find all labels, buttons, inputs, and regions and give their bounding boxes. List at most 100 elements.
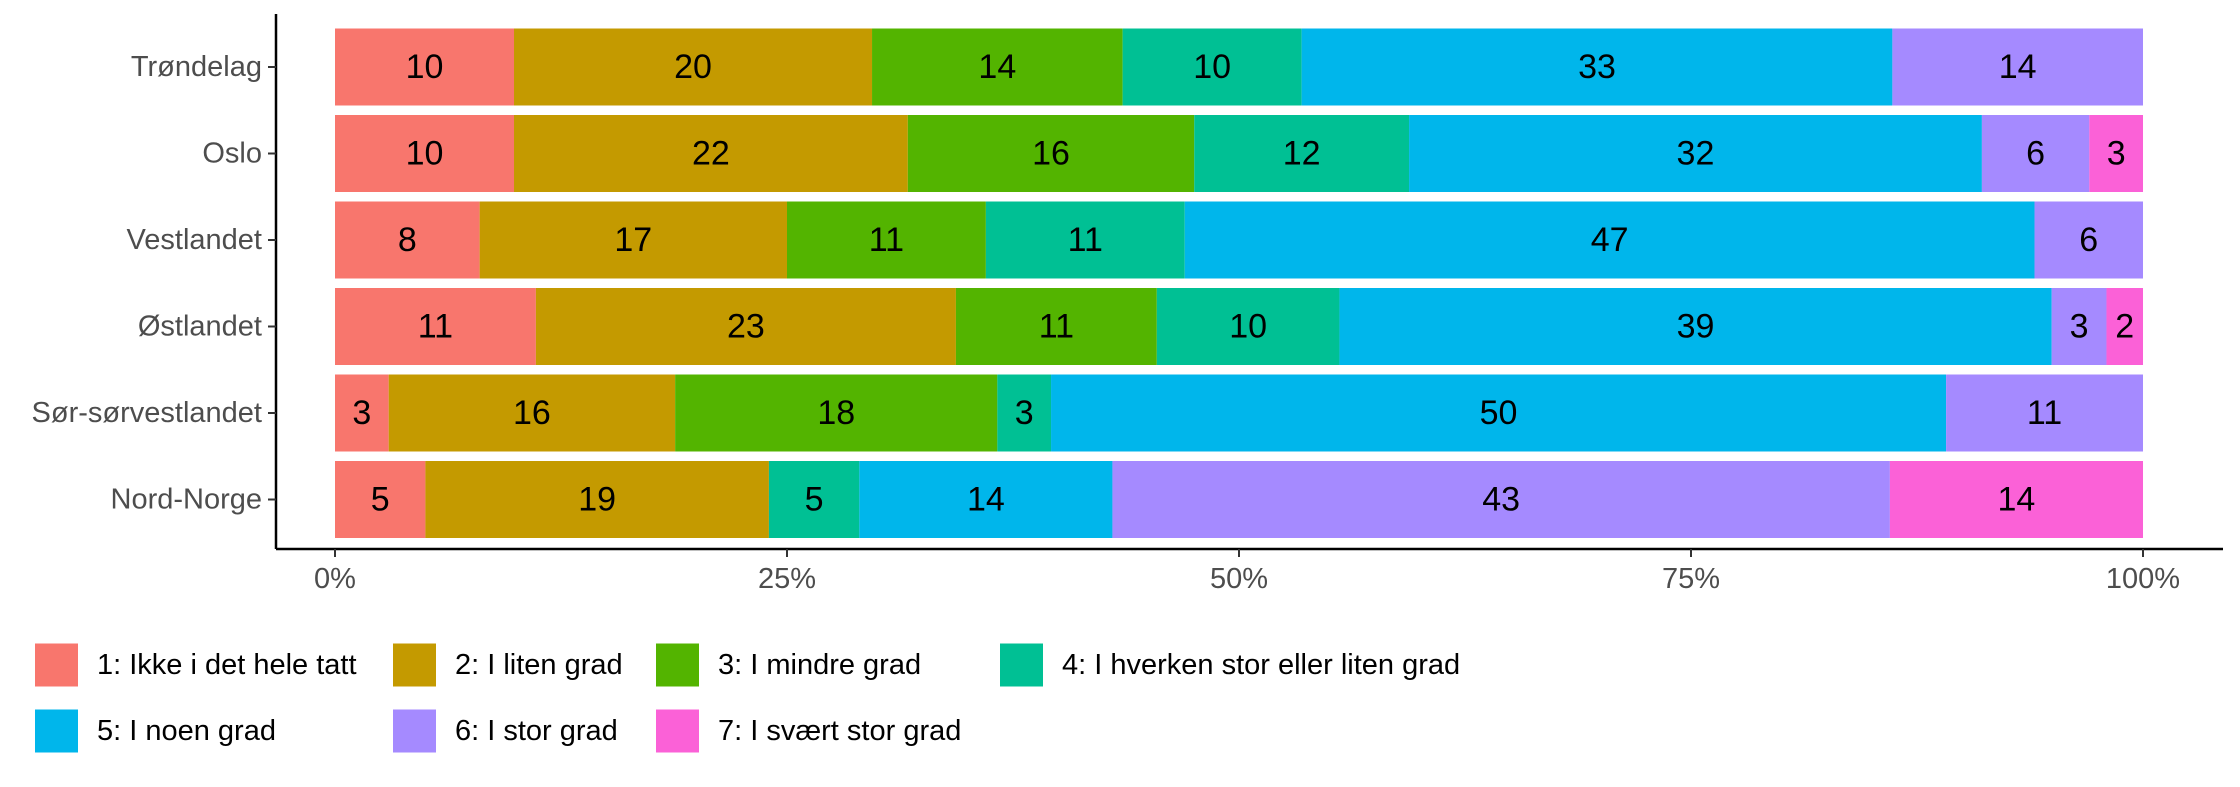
bar-ostlandet-s6	[2051, 288, 2107, 365]
bar-trondelag-s1	[335, 28, 515, 106]
x-tick-label-4: 100%	[2106, 563, 2180, 595]
x-tick-label-2: 50%	[1210, 563, 1268, 595]
legend-key-7	[656, 709, 699, 753]
bar-label-nord-norge-s2: 19	[578, 481, 616, 519]
bar-label-oslo-s7: 3	[2107, 135, 2126, 173]
bar-label-vestlandet-s1: 8	[398, 221, 417, 259]
bar-label-vestlandet-s4: 11	[1068, 221, 1103, 259]
bar-oslo-s2	[514, 115, 908, 192]
bar-label-oslo-s4: 12	[1283, 135, 1321, 173]
bar-ostlandet-s5	[1339, 288, 2052, 365]
bar-sor-sorvestlandet-s6	[1946, 374, 2143, 452]
bar-label-oslo-s1: 10	[406, 135, 444, 173]
bar-trondelag-s2	[514, 28, 873, 106]
bar-label-ostlandet-s5: 39	[1677, 308, 1715, 346]
bar-oslo-s4	[1194, 115, 1410, 192]
bar-nord-norge-s4	[768, 461, 860, 538]
legend-label-4: 4: I hverken stor eller liten grad	[1062, 649, 1460, 681]
bar-oslo-s5	[1409, 115, 1982, 192]
bar-sor-sorvestlandet-s1	[335, 374, 389, 452]
bar-label-oslo-s2: 22	[692, 135, 730, 173]
bar-nord-norge-s5	[859, 461, 1113, 538]
bar-label-ostlandet-s4: 10	[1229, 308, 1267, 346]
bar-ostlandet-s7	[2106, 288, 2143, 365]
bar-label-oslo-s5: 32	[1677, 135, 1715, 173]
bar-nord-norge-s7	[1889, 461, 2143, 538]
bar-label-oslo-s3: 16	[1032, 135, 1070, 173]
bar-nord-norge-s6	[1112, 461, 1890, 538]
bar-sor-sorvestlandet-s5	[1051, 374, 1947, 452]
legend-label-2: 2: I liten grad	[455, 649, 623, 681]
legend-key-5	[35, 709, 78, 753]
legend-label-3: 3: I mindre grad	[718, 649, 921, 681]
legend: 1: Ikke i det hele tatt 2: I liten grad 3:…	[35, 643, 1460, 753]
bar-vestlandet-s5	[1184, 201, 2035, 279]
bar-label-trondelag-s6: 14	[1999, 48, 2037, 86]
bar-label-trondelag-s1: 10	[406, 48, 444, 86]
bar-ostlandet-s1	[335, 288, 536, 365]
legend-label-1: 1: Ikke i det hele tatt	[97, 649, 357, 681]
bar-vestlandet-s3	[787, 201, 986, 279]
bar-label-nord-norge-s4: 5	[805, 481, 824, 519]
bar-label-vestlandet-s3: 11	[869, 221, 904, 259]
bar-oslo-s3	[907, 115, 1195, 192]
axes-layer: Trøndelag Oslo Vestlandet Østlandet Sør-sørv…	[32, 14, 2223, 595]
bar-label-ostlandet-s2: 23	[727, 308, 765, 346]
bar-label-trondelag-s3: 14	[978, 48, 1016, 86]
legend-key-4	[1000, 643, 1043, 687]
bar-label-oslo-s6: 6	[2026, 135, 2045, 173]
bar-label-sor-sorvestlandet-s5: 50	[1480, 394, 1518, 432]
y-tick-label-vestlandet: Vestlandet	[127, 224, 262, 256]
y-tick-label-ostlandet: Østlandet	[138, 311, 262, 343]
bar-label-ostlandet-s6: 3	[2070, 308, 2089, 346]
bar-label-sor-sorvestlandet-s4: 3	[1015, 394, 1034, 432]
bar-trondelag-s6	[1892, 28, 2143, 106]
bar-vestlandet-s2	[479, 201, 787, 279]
bar-trondelag-s5	[1301, 28, 1893, 106]
bar-label-sor-sorvestlandet-s1: 3	[352, 394, 371, 432]
legend-label-7: 7: I svært stor grad	[718, 715, 961, 747]
bar-label-ostlandet-s1: 11	[418, 308, 453, 346]
legend-key-2	[393, 643, 436, 687]
bar-ostlandet-s2	[535, 288, 956, 365]
y-tick-label-trondelag: Trøndelag	[131, 51, 262, 83]
bar-nord-norge-s1	[335, 461, 426, 538]
bar-label-trondelag-s5: 33	[1578, 48, 1616, 86]
legend-key-1	[35, 643, 78, 687]
y-tick-label-sor-sorvestlandet: Sør-sørvestlandet	[32, 397, 262, 429]
bar-ostlandet-s4	[1156, 288, 1340, 365]
bar-label-nord-norge-s6: 43	[1482, 481, 1520, 519]
bar-label-vestlandet-s2: 17	[614, 221, 652, 259]
legend-key-6	[393, 709, 436, 753]
legend-label-5: 5: I noen grad	[97, 715, 276, 747]
bar-sor-sorvestlandet-s2	[388, 374, 676, 452]
bar-sor-sorvestlandet-s4	[997, 374, 1052, 452]
bar-label-ostlandet-s3: 11	[1039, 308, 1074, 346]
bar-label-nord-norge-s1: 5	[371, 481, 390, 519]
bar-vestlandet-s6	[2034, 201, 2143, 279]
bar-oslo-s1	[335, 115, 515, 192]
legend-key-3	[656, 643, 699, 687]
bar-label-ostlandet-s7: 2	[2115, 308, 2134, 346]
x-tick-label-1: 25%	[758, 563, 816, 595]
bar-label-sor-sorvestlandet-s2: 16	[513, 394, 551, 432]
bar-ostlandet-s3	[955, 288, 1157, 365]
bar-trondelag-s3	[872, 28, 1123, 106]
bar-label-nord-norge-s7: 14	[1998, 481, 2036, 519]
bar-label-vestlandet-s5: 47	[1591, 221, 1629, 259]
y-tick-label-oslo: Oslo	[202, 138, 262, 170]
x-tick-label-3: 75%	[1662, 563, 1720, 595]
bar-label-sor-sorvestlandet-s3: 18	[817, 394, 855, 432]
bar-trondelag-s4	[1122, 28, 1302, 106]
y-tick-label-nord-norge: Nord-Norge	[111, 484, 263, 516]
bar-label-trondelag-s4: 10	[1193, 48, 1231, 86]
legend-label-6: 6: I stor grad	[455, 715, 618, 747]
bar-label-vestlandet-s6: 6	[2079, 221, 2098, 259]
bar-label-sor-sorvestlandet-s6: 11	[2027, 394, 2062, 432]
bar-vestlandet-s1	[335, 201, 480, 279]
bar-sor-sorvestlandet-s3	[675, 374, 998, 452]
bar-vestlandet-s4	[985, 201, 1185, 279]
bar-nord-norge-s2	[425, 461, 769, 538]
